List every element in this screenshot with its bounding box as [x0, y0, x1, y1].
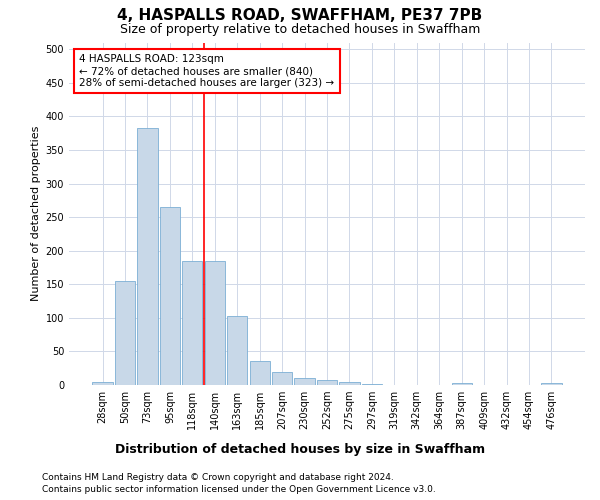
Bar	[340, 382, 359, 385]
Bar	[115, 281, 135, 385]
Y-axis label: Number of detached properties: Number of detached properties	[31, 126, 41, 302]
Text: 4, HASPALLS ROAD, SWAFFHAM, PE37 7PB: 4, HASPALLS ROAD, SWAFFHAM, PE37 7PB	[118, 8, 482, 22]
Bar	[317, 380, 337, 385]
Bar	[182, 261, 202, 385]
Bar	[205, 261, 225, 385]
Bar	[137, 128, 158, 385]
Text: Distribution of detached houses by size in Swaffham: Distribution of detached houses by size …	[115, 442, 485, 456]
Bar	[541, 383, 562, 385]
Bar	[227, 316, 247, 385]
Text: 4 HASPALLS ROAD: 123sqm
← 72% of detached houses are smaller (840)
28% of semi-d: 4 HASPALLS ROAD: 123sqm ← 72% of detache…	[79, 54, 334, 88]
Text: Contains HM Land Registry data © Crown copyright and database right 2024.: Contains HM Land Registry data © Crown c…	[42, 472, 394, 482]
Bar	[160, 207, 180, 385]
Bar	[92, 382, 113, 385]
Bar	[362, 384, 382, 385]
Bar	[452, 383, 472, 385]
Bar	[272, 372, 292, 385]
Text: Contains public sector information licensed under the Open Government Licence v3: Contains public sector information licen…	[42, 485, 436, 494]
Bar	[295, 378, 314, 385]
Bar	[250, 362, 270, 385]
Text: Size of property relative to detached houses in Swaffham: Size of property relative to detached ho…	[120, 22, 480, 36]
